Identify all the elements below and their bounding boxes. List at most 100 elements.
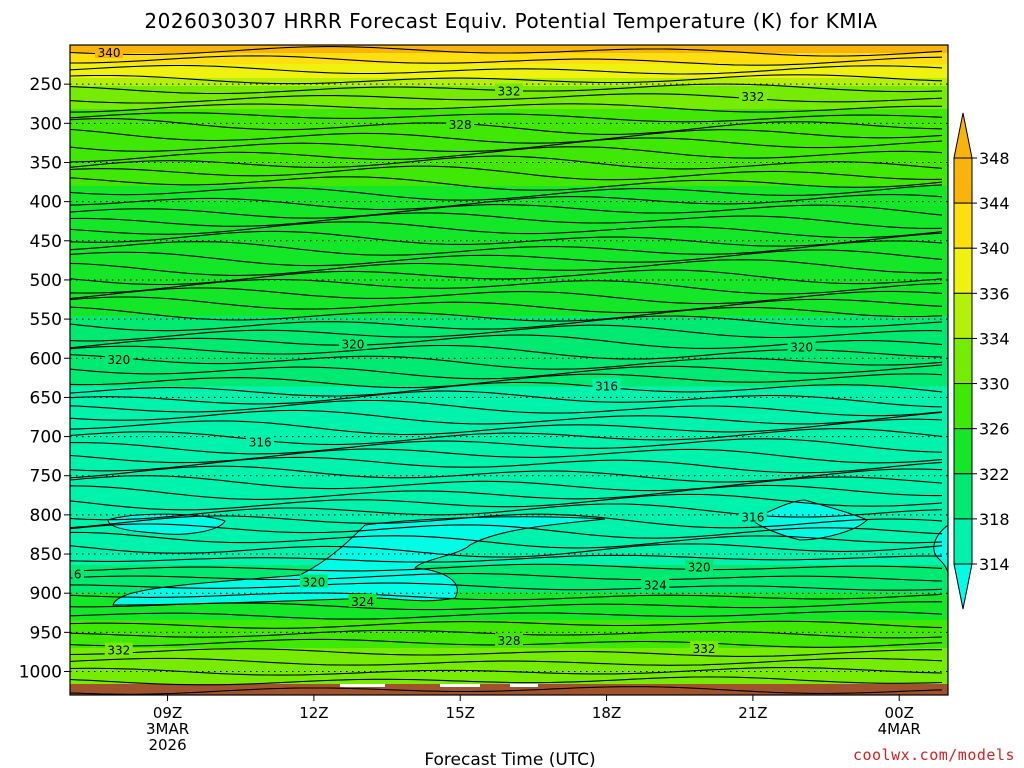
contour-line (70, 554, 943, 563)
colorbar-swatch (953, 247, 973, 294)
colorbar-label: 314 (979, 555, 1010, 574)
plot-frame (69, 44, 949, 696)
contour-line (70, 373, 943, 389)
contour-line (70, 55, 943, 66)
y-tick-label: 850 (30, 545, 62, 565)
colorbar-swatch (953, 202, 973, 249)
contour-line (70, 93, 943, 104)
contour-label-bg (95, 45, 124, 59)
y-tick-label: 550 (30, 310, 62, 330)
colorbar-label: 334 (979, 329, 1010, 348)
y-tick-label: 1000 (19, 663, 62, 683)
contour-label: 320 (688, 561, 711, 575)
contour-label: 316 (249, 435, 272, 449)
contour-line (70, 484, 942, 500)
y-tick-label: 800 (30, 506, 62, 526)
x-tick-label: 3MAR (146, 720, 189, 738)
y-tick-label: 900 (30, 584, 62, 604)
x-tick-label: 18Z (592, 704, 621, 722)
chart-title: 2026030307 HRRR Forecast Equiv. Potentia… (144, 9, 877, 33)
contour-label: 332 (693, 642, 716, 656)
contour-line (70, 563, 943, 572)
y-tick-label: 350 (30, 153, 62, 173)
colorbar-label: 326 (979, 420, 1010, 439)
contour-label-bg (495, 83, 523, 97)
contour-line (70, 572, 943, 582)
x-tick-label: 15Z (446, 704, 475, 722)
contour-label: 324 (351, 595, 374, 609)
contour-line (70, 399, 943, 417)
contour-line (70, 418, 943, 436)
contour-line (70, 523, 943, 539)
contour-line (70, 259, 943, 276)
contour-label: 320 (341, 337, 364, 351)
contour-line (70, 212, 943, 229)
contour-line (70, 381, 943, 397)
contour-line (70, 118, 943, 135)
contour-line (70, 306, 943, 322)
contour-label-bg (246, 434, 275, 448)
y-tick-label: 500 (30, 271, 62, 291)
plot-area: 340 332 332 328 320 320 320 316 316 316 320 316 320 3… (59, 45, 948, 695)
contour-line (70, 364, 943, 380)
contour-label: 320 (302, 575, 325, 589)
contour-line (70, 610, 943, 620)
contour-line (70, 354, 943, 370)
contour-line (70, 146, 943, 163)
contour-label: 324 (644, 579, 667, 593)
contour-line (70, 531, 943, 549)
contour-line (70, 390, 943, 408)
contour-label: 316 (741, 510, 764, 524)
contour-label-bg (738, 88, 767, 102)
contour-line (70, 620, 943, 629)
contour-label-bg (446, 117, 475, 131)
contour-line (70, 657, 943, 666)
colorbar-swatch (953, 157, 973, 204)
x-tick-label: 09Z (153, 704, 182, 722)
contour-labels: 340 332 332 328 320 320 320 316 316 316 320 316 320 3… (59, 45, 816, 658)
contour-line (70, 465, 943, 483)
colorbar-label: 330 (979, 375, 1010, 394)
contour-label: 332 (498, 84, 521, 98)
colorbar-label: 344 (979, 194, 1010, 213)
contour-line (70, 176, 943, 191)
contour-line (70, 278, 943, 295)
colorbar-swatch (953, 292, 973, 339)
contour-line (70, 503, 943, 521)
x-tick-label: 21Z (738, 704, 767, 722)
contour-line (70, 409, 943, 425)
contour-line (70, 686, 943, 695)
credit-text: coolwx.com/models (853, 746, 1015, 764)
y-tick-label: 250 (30, 75, 62, 95)
contour-label: 316 (59, 568, 82, 582)
colorbar-swatch (953, 428, 973, 475)
colorbar-label: 318 (979, 510, 1010, 529)
contour-line (70, 582, 943, 591)
contour-line (70, 112, 943, 123)
contour-line (70, 543, 943, 558)
surface-gap (340, 684, 385, 687)
y-tick-label: 700 (30, 428, 62, 448)
contour-label: 332 (741, 90, 764, 104)
contour-line (70, 428, 943, 446)
contour-label-bg (104, 352, 133, 366)
contour-label-bg (299, 574, 328, 588)
surface-gap (440, 684, 480, 687)
contour-line (70, 296, 943, 314)
contour-label: 320 (790, 341, 813, 355)
contour-line (70, 230, 943, 247)
contour-line (70, 448, 943, 464)
contour-line (70, 475, 943, 492)
contour-label: 320 (107, 353, 130, 367)
colorbar-label: 340 (979, 239, 1010, 258)
contour-label-bg (787, 339, 816, 353)
contour-label-bg (495, 633, 523, 647)
contour-line (70, 315, 943, 332)
contour-label-bg (70, 566, 84, 580)
contour-label-bg (338, 336, 367, 350)
contour-line (70, 221, 943, 239)
contour-line (70, 601, 943, 611)
contour-line (70, 648, 942, 657)
contour-line (70, 240, 943, 256)
